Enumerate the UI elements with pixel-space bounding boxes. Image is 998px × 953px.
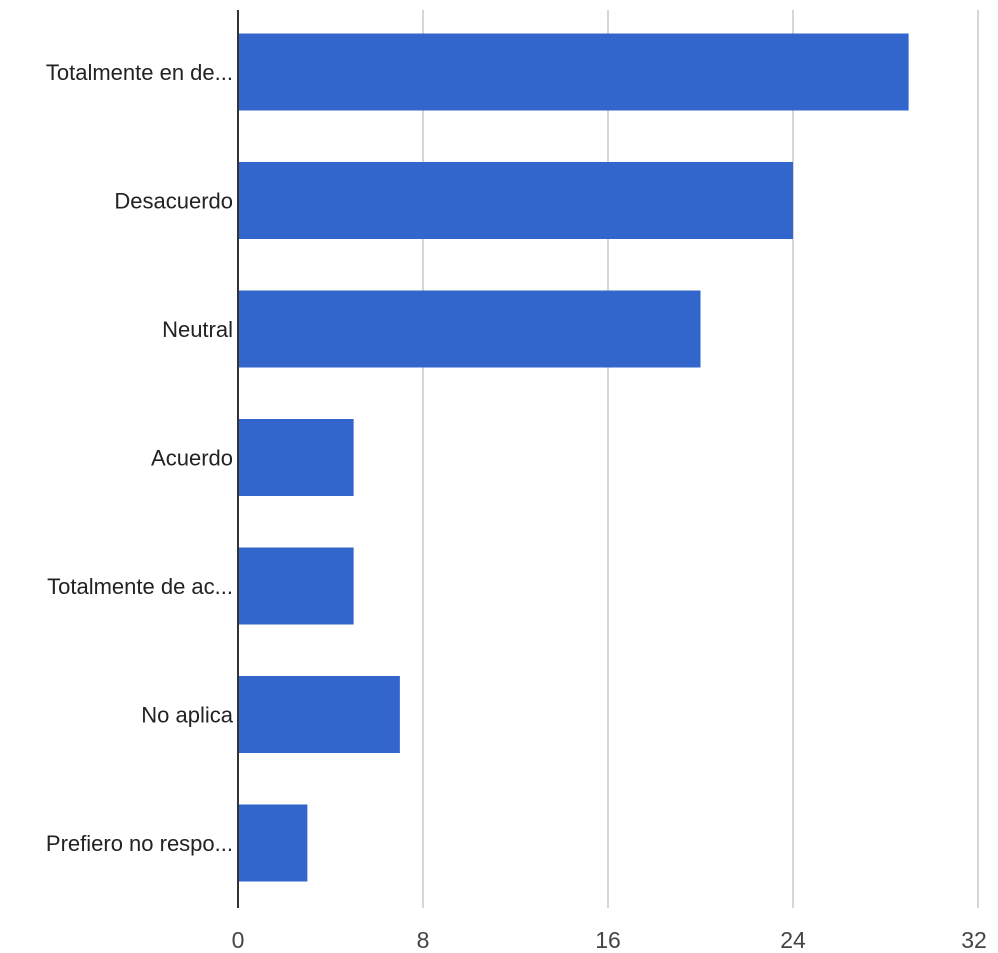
grid-layer: [422, 10, 979, 908]
category-label: Totalmente en de...: [46, 60, 233, 85]
bar: [238, 676, 400, 753]
category-label: Totalmente de ac...: [47, 574, 233, 599]
bar: [238, 290, 701, 368]
x-tick-label: 0: [232, 927, 245, 953]
category-label: No aplica: [141, 703, 233, 728]
bar: [238, 547, 354, 625]
category-label: Acuerdo: [151, 446, 233, 471]
bar: [238, 33, 909, 111]
x-tick-label: 24: [780, 927, 806, 953]
x-tick-label: 16: [595, 927, 621, 953]
bar: [238, 162, 793, 239]
category-label: Prefiero no respo...: [46, 831, 233, 856]
category-labels: Totalmente en de... Desacuerdo Neutral Acue…: [46, 60, 234, 856]
x-tick-label: 32: [961, 927, 987, 953]
bar: [238, 804, 308, 882]
bar: [238, 419, 354, 496]
bars-layer: [238, 33, 909, 882]
x-tick-label: 8: [417, 927, 430, 953]
category-label: Neutral: [162, 317, 233, 342]
category-label: Desacuerdo: [114, 189, 233, 214]
x-tick-labels: 0 8 16 24 32: [232, 927, 987, 953]
